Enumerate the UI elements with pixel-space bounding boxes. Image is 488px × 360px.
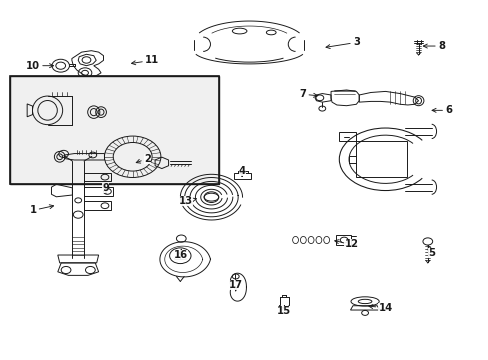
Text: 12: 12: [334, 239, 358, 249]
Text: 6: 6: [431, 105, 451, 115]
Text: 8: 8: [423, 41, 444, 51]
Bar: [234, 173, 251, 179]
Text: 5: 5: [427, 246, 434, 258]
Text: 15: 15: [277, 306, 291, 316]
Text: 7: 7: [299, 89, 317, 99]
Text: 2: 2: [136, 154, 150, 163]
Bar: [10, 76, 219, 184]
Text: 3: 3: [325, 37, 359, 49]
Text: 13: 13: [179, 197, 196, 206]
Bar: [339, 132, 356, 141]
Bar: [10, 76, 219, 184]
Text: 11: 11: [131, 55, 159, 65]
Text: 4: 4: [238, 166, 245, 176]
Text: 17: 17: [228, 280, 242, 291]
Text: 14: 14: [368, 303, 392, 313]
Text: 1: 1: [29, 205, 54, 215]
Text: 9: 9: [102, 183, 109, 193]
Bar: [356, 141, 407, 177]
Text: 10: 10: [26, 61, 53, 71]
Text: 16: 16: [174, 249, 188, 260]
